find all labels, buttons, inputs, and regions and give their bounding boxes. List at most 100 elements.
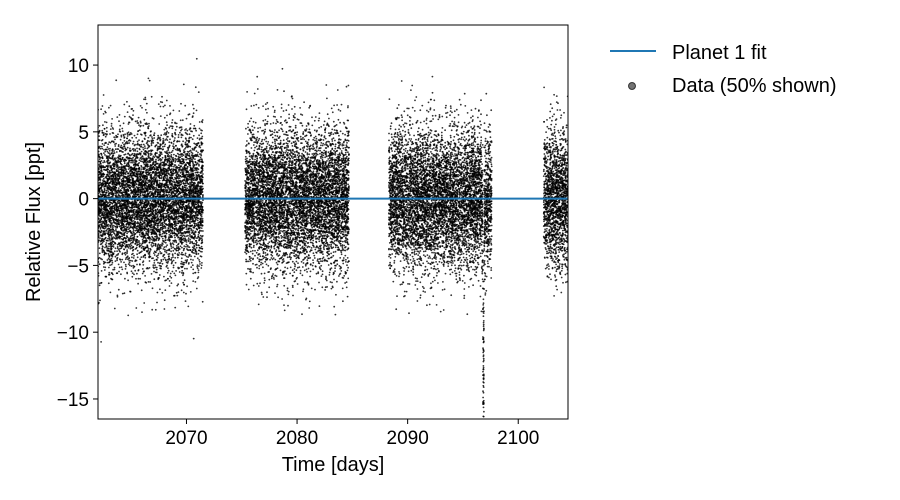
- data-point: [108, 271, 111, 274]
- data-point: [112, 224, 115, 227]
- data-point: [159, 251, 162, 253]
- data-point: [164, 258, 167, 261]
- data-point: [98, 124, 101, 127]
- data-point: [192, 107, 195, 110]
- data-point: [198, 259, 201, 261]
- data-point: [104, 266, 107, 269]
- data-point: [172, 259, 175, 262]
- data-point: [127, 263, 130, 265]
- data-point: [163, 183, 166, 186]
- data-point: [199, 263, 201, 265]
- data-point: [122, 122, 125, 125]
- data-point: [152, 264, 155, 267]
- data-point: [110, 140, 113, 143]
- data-point: [131, 167, 134, 170]
- data-point: [143, 153, 146, 156]
- data-point: [150, 149, 152, 152]
- data-point: [103, 177, 105, 180]
- data-point: [136, 239, 139, 241]
- data-point: [135, 222, 138, 225]
- data-point: [149, 161, 152, 164]
- data-point: [157, 252, 160, 255]
- data-point: [111, 272, 113, 275]
- data-point: [197, 276, 200, 278]
- data-point: [167, 199, 170, 202]
- data-point: [190, 136, 192, 139]
- data-point: [154, 251, 157, 253]
- data-point: [163, 275, 165, 278]
- data-point: [151, 308, 154, 311]
- data-point: [198, 260, 201, 263]
- data-point: [145, 122, 148, 124]
- data-point: [102, 113, 105, 115]
- data-point: [149, 199, 152, 202]
- data-point: [123, 145, 126, 148]
- data-point: [164, 104, 166, 107]
- data-point: [143, 137, 146, 140]
- data-point: [166, 239, 169, 241]
- data-point: [185, 178, 188, 181]
- data-point: [189, 222, 191, 225]
- data-point: [149, 239, 151, 241]
- data-point: [197, 252, 200, 255]
- data-point: [155, 266, 158, 269]
- data-point: [121, 220, 124, 222]
- data-point: [196, 144, 199, 147]
- data-point: [101, 105, 104, 107]
- data-point: [177, 247, 179, 250]
- data-point: [184, 104, 187, 107]
- data-point: [196, 228, 199, 231]
- data-point: [195, 109, 198, 112]
- data-point: [195, 203, 198, 206]
- data-point: [140, 150, 143, 153]
- data-point: [157, 134, 160, 137]
- data-point: [117, 145, 120, 148]
- data-point: [152, 257, 154, 260]
- data-point: [153, 223, 156, 226]
- data-point: [144, 147, 146, 150]
- data-point: [133, 254, 135, 257]
- data-point: [136, 253, 139, 256]
- data-point: [128, 121, 131, 124]
- data-point: [187, 145, 190, 148]
- data-point: [152, 182, 155, 185]
- data-point: [172, 243, 175, 246]
- data-point: [174, 261, 177, 264]
- data-point: [124, 211, 127, 214]
- data-point: [194, 201, 197, 204]
- data-point: [180, 136, 183, 139]
- data-point: [164, 241, 167, 244]
- data-point: [152, 139, 155, 142]
- data-point: [156, 271, 158, 274]
- data-point: [112, 154, 114, 157]
- data-point: [103, 187, 106, 190]
- data-point: [103, 182, 106, 185]
- data-point: [135, 277, 137, 280]
- data-point: [153, 254, 156, 256]
- data-point: [195, 237, 198, 240]
- data-point: [200, 227, 203, 230]
- data-point: [141, 238, 144, 241]
- data-point: [192, 268, 195, 271]
- data-point: [103, 180, 105, 183]
- data-point: [172, 264, 175, 267]
- data-point: [159, 288, 161, 291]
- data-point: [177, 232, 180, 235]
- data-point: [188, 246, 191, 249]
- data-point: [110, 125, 113, 127]
- data-point: [164, 289, 167, 291]
- data-point: [148, 79, 151, 82]
- data-point: [103, 133, 105, 136]
- data-point: [104, 150, 107, 153]
- data-point: [169, 275, 172, 278]
- data-point: [185, 255, 188, 258]
- data-point: [98, 284, 101, 287]
- data-point: [101, 222, 104, 225]
- data-point: [196, 264, 199, 266]
- data-point: [198, 265, 200, 267]
- data-point: [167, 166, 170, 169]
- data-point: [165, 121, 168, 124]
- data-point: [120, 209, 123, 212]
- data-point: [183, 178, 186, 181]
- data-point: [120, 173, 123, 176]
